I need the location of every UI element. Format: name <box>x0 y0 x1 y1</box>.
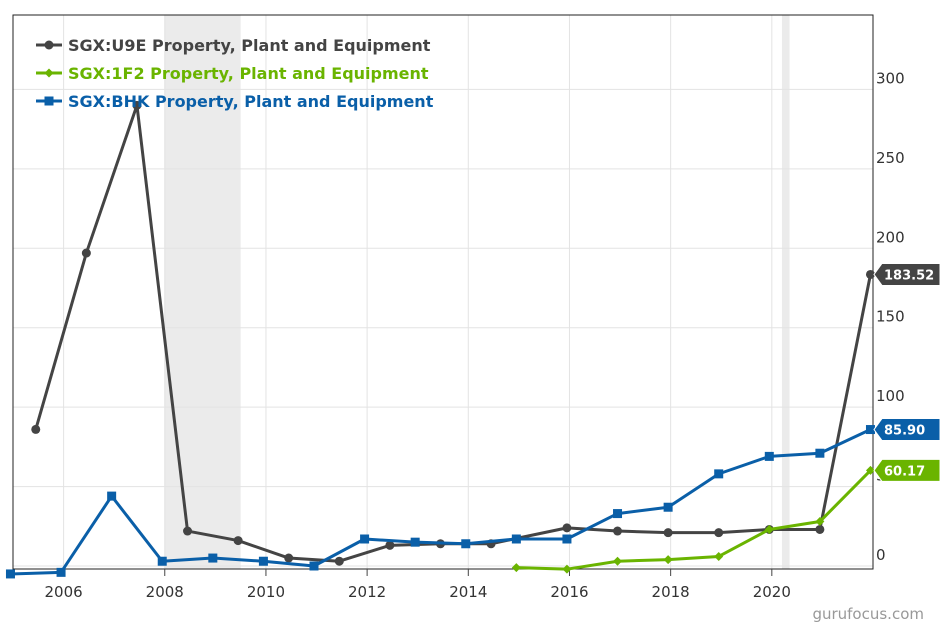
legend-item[interactable]: SGX:BHK Property, Plant and Equipment <box>36 92 434 111</box>
recession-band <box>781 15 790 569</box>
y-tick-label: 100 <box>876 387 905 405</box>
data-point[interactable] <box>334 556 344 566</box>
data-point[interactable] <box>815 517 825 527</box>
legend-marker <box>44 68 54 78</box>
series-sgx-1f2 <box>511 465 875 574</box>
data-point[interactable] <box>410 537 420 547</box>
data-point[interactable] <box>562 534 572 544</box>
data-point[interactable] <box>562 564 572 574</box>
data-point[interactable] <box>183 526 193 536</box>
data-point[interactable] <box>132 100 142 110</box>
data-point[interactable] <box>764 451 774 461</box>
flag-shape <box>873 262 940 286</box>
y-tick-label: 250 <box>876 149 905 167</box>
recession-bands <box>164 15 790 569</box>
series-sgx-bhk <box>5 425 875 579</box>
plot-frame <box>12 14 874 570</box>
data-point[interactable] <box>233 536 243 546</box>
x-tick-label: 2014 <box>449 583 487 601</box>
data-point[interactable] <box>613 526 623 536</box>
data-point[interactable] <box>613 509 623 519</box>
data-point[interactable] <box>865 269 875 279</box>
y-tick-label: 150 <box>876 308 905 326</box>
last-value-flag: 60.17 <box>873 458 940 482</box>
flag-label: 183.52 <box>884 268 934 283</box>
x-axis: 2006 2008 2010 2012 2014 2016 2018 2020 <box>44 569 791 601</box>
data-point[interactable] <box>284 553 294 563</box>
flag-label: 60.17 <box>884 464 925 479</box>
series-sgx-u9e <box>31 100 875 566</box>
x-tick-label: 2006 <box>44 583 82 601</box>
data-point[interactable] <box>56 567 66 577</box>
y-tick-label: 300 <box>876 69 905 87</box>
data-point[interactable] <box>107 491 117 501</box>
x-tick-label: 2008 <box>146 583 184 601</box>
data-point[interactable] <box>663 502 673 512</box>
data-point[interactable] <box>5 569 15 579</box>
data-point[interactable] <box>385 540 395 550</box>
data-point[interactable] <box>764 524 774 534</box>
data-point[interactable] <box>461 539 471 549</box>
x-tick-label: 2018 <box>652 583 690 601</box>
legend-item[interactable]: SGX:1F2 Property, Plant and Equipment <box>36 64 429 83</box>
data-point[interactable] <box>714 528 724 538</box>
data-point[interactable] <box>511 563 521 573</box>
y-axis: 050100150200250300 <box>876 69 905 564</box>
legend-label: SGX:U9E Property, Plant and Equipment <box>68 36 431 55</box>
data-point[interactable] <box>157 556 167 566</box>
x-tick-label: 2020 <box>753 583 791 601</box>
legend-marker <box>44 40 54 50</box>
legend-marker <box>44 96 54 106</box>
legend[interactable]: SGX:U9E Property, Plant and Equipment SGX… <box>36 36 434 111</box>
data-point[interactable] <box>31 424 41 434</box>
last-value-flag: 183.52 <box>873 262 940 286</box>
data-point[interactable] <box>714 551 724 561</box>
data-point[interactable] <box>663 528 673 538</box>
data-point[interactable] <box>865 465 875 475</box>
data-point[interactable] <box>562 523 572 533</box>
data-point[interactable] <box>815 524 825 534</box>
y-tick-label: 200 <box>876 228 905 246</box>
legend-item[interactable]: SGX:U9E Property, Plant and Equipment <box>36 36 431 55</box>
data-point[interactable] <box>815 448 825 458</box>
last-value-flags: 183.52 60.17 85.90 <box>873 262 940 482</box>
x-tick-label: 2016 <box>550 583 588 601</box>
series-line <box>10 428 872 576</box>
gridlines <box>13 15 873 569</box>
x-tick-label: 2012 <box>348 583 386 601</box>
data-point[interactable] <box>81 248 91 258</box>
y-tick-label: 0 <box>876 546 886 564</box>
last-value-flag: 85.90 <box>873 418 940 442</box>
legend-label: SGX:BHK Property, Plant and Equipment <box>68 92 434 111</box>
recession-band <box>164 15 241 569</box>
data-point[interactable] <box>663 555 673 565</box>
flag-shape <box>873 458 940 482</box>
data-point[interactable] <box>208 553 218 563</box>
watermark: gurufocus.com <box>812 605 924 623</box>
series-line <box>516 469 872 571</box>
data-point[interactable] <box>865 425 875 435</box>
flag-label: 85.90 <box>884 424 925 439</box>
data-point[interactable] <box>511 534 521 544</box>
legend-label: SGX:1F2 Property, Plant and Equipment <box>68 64 429 83</box>
series-layer <box>5 100 875 579</box>
x-tick-label: 2010 <box>247 583 285 601</box>
series-line <box>34 103 872 563</box>
data-point[interactable] <box>258 556 268 566</box>
flag-shape <box>873 418 940 442</box>
data-point[interactable] <box>309 561 319 571</box>
data-point[interactable] <box>360 534 370 544</box>
data-point[interactable] <box>714 469 724 479</box>
data-point[interactable] <box>613 556 623 566</box>
